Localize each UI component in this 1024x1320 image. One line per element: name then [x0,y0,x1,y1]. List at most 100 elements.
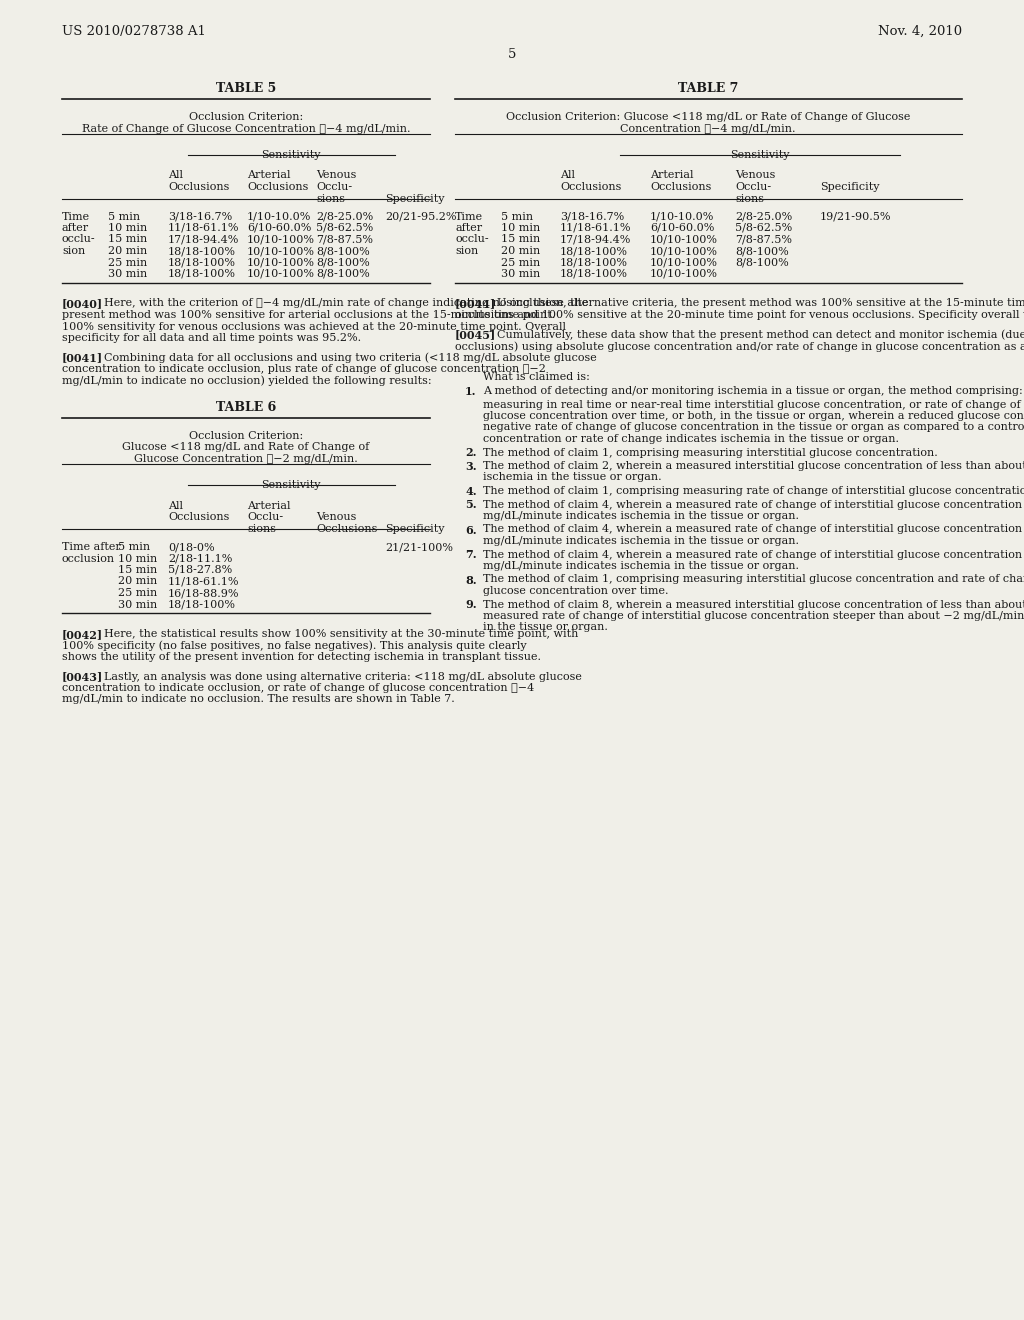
Text: 10/10-100%: 10/10-100% [247,257,315,268]
Text: 15 min: 15 min [118,565,158,576]
Text: US 2010/0278738 A1: US 2010/0278738 A1 [62,25,206,38]
Text: Occlusions: Occlusions [560,182,622,191]
Text: 19/21-90.5%: 19/21-90.5% [820,211,892,222]
Text: ischemia in the tissue or organ.: ischemia in the tissue or organ. [483,473,662,483]
Text: 25 min: 25 min [118,587,158,598]
Text: after: after [62,223,89,234]
Text: 10/10-100%: 10/10-100% [247,269,315,279]
Text: 17/18-94.4%: 17/18-94.4% [560,235,632,244]
Text: 20 min: 20 min [118,577,158,586]
Text: Combining data for all occlusions and using two criteria (<118 mg/dL absolute gl: Combining data for all occlusions and us… [104,352,597,363]
Text: Lastly, an analysis was done using alternative criteria: <118 mg/dL absolute glu: Lastly, an analysis was done using alter… [104,672,582,681]
Text: Time: Time [455,211,483,222]
Text: 11/18-61.1%: 11/18-61.1% [168,577,240,586]
Text: 1.: 1. [465,385,476,397]
Text: Arterial: Arterial [247,170,291,181]
Text: after: after [455,223,482,234]
Text: 5/8-62.5%: 5/8-62.5% [316,223,374,234]
Text: Time after: Time after [62,543,121,552]
Text: 0/18-0%: 0/18-0% [168,543,215,552]
Text: Rate of Change of Glucose Concentration ≦−4 mg/dL/min.: Rate of Change of Glucose Concentration … [82,124,411,133]
Text: 6/10-60.0%: 6/10-60.0% [650,223,715,234]
Text: All: All [168,170,183,181]
Text: sion: sion [62,246,85,256]
Text: 17/18-94.4%: 17/18-94.4% [168,235,240,244]
Text: 18/18-100%: 18/18-100% [168,246,236,256]
Text: A method of detecting and/or monitoring ischemia in a tissue or organ, the metho: A method of detecting and/or monitoring … [483,385,1023,396]
Text: [0044]: [0044] [455,298,497,309]
Text: 10 min: 10 min [118,553,158,564]
Text: occlusion: occlusion [62,553,115,564]
Text: [0045]: [0045] [455,330,497,341]
Text: The method of claim 2, wherein a measured interstitial glucose concentration of : The method of claim 2, wherein a measure… [483,461,1024,471]
Text: 20/21-95.2%: 20/21-95.2% [385,211,457,222]
Text: glucose concentration over time, or both, in the tissue or organ, wherein a redu: glucose concentration over time, or both… [483,411,1024,421]
Text: 6/10-60.0%: 6/10-60.0% [247,223,311,234]
Text: Occlusions: Occlusions [650,182,712,191]
Text: 8/8-100%: 8/8-100% [735,246,788,256]
Text: Occlu-: Occlu- [247,512,283,523]
Text: 30 min: 30 min [118,599,158,610]
Text: Time: Time [62,211,90,222]
Text: 25 min: 25 min [108,257,147,268]
Text: sions: sions [735,194,764,203]
Text: shows the utility of the present invention for detecting ischemia in transplant : shows the utility of the present inventi… [62,652,541,663]
Text: [0042]: [0042] [62,630,103,640]
Text: Occlusions: Occlusions [316,524,378,535]
Text: The method of claim 4, wherein a measured rate of change of interstitial glucose: The method of claim 4, wherein a measure… [483,499,1024,510]
Text: 20 min: 20 min [501,246,541,256]
Text: Concentration ≦−4 mg/dL/min.: Concentration ≦−4 mg/dL/min. [621,124,796,133]
Text: The method of claim 4, wherein a measured rate of change of interstitial glucose: The method of claim 4, wherein a measure… [483,524,1024,535]
Text: TABLE 6: TABLE 6 [216,401,276,414]
Text: 100% sensitivity for venous occlusions was achieved at the 20-minute time point.: 100% sensitivity for venous occlusions w… [62,322,566,331]
Text: 3.: 3. [465,461,476,473]
Text: Sensitivity: Sensitivity [730,149,790,160]
Text: 5: 5 [508,48,516,61]
Text: Glucose Concentration ≦−2 mg/dL/min.: Glucose Concentration ≦−2 mg/dL/min. [134,454,357,465]
Text: 18/18-100%: 18/18-100% [168,257,236,268]
Text: Occlusions: Occlusions [168,512,229,523]
Text: Occlu-: Occlu- [735,182,771,191]
Text: mg/dL/min to indicate no occlusion) yielded the following results:: mg/dL/min to indicate no occlusion) yiel… [62,375,432,385]
Text: concentration to indicate occlusion, or rate of change of glucose concentration : concentration to indicate occlusion, or … [62,682,535,693]
Text: Specificity: Specificity [385,194,444,203]
Text: glucose concentration over time.: glucose concentration over time. [483,586,669,597]
Text: Occlusions: Occlusions [247,182,308,191]
Text: TABLE 7: TABLE 7 [678,82,738,95]
Text: 18/18-100%: 18/18-100% [560,246,628,256]
Text: 8/8-100%: 8/8-100% [316,257,370,268]
Text: [0041]: [0041] [62,352,103,363]
Text: mg/dL/minute indicates ischemia in the tissue or organ.: mg/dL/minute indicates ischemia in the t… [483,561,799,572]
Text: The method of claim 8, wherein a measured interstitial glucose concentration of : The method of claim 8, wherein a measure… [483,599,1024,610]
Text: 5/18-27.8%: 5/18-27.8% [168,565,232,576]
Text: 11/18-61.1%: 11/18-61.1% [168,223,240,234]
Text: 10/10-100%: 10/10-100% [650,235,718,244]
Text: 7.: 7. [465,549,476,561]
Text: concentration to indicate occlusion, plus rate of change of glucose concentratio: concentration to indicate occlusion, plu… [62,364,546,374]
Text: The method of claim 1, comprising measuring interstitial glucose concentration.: The method of claim 1, comprising measur… [483,447,938,458]
Text: Glucose <118 mg/dL and Rate of Change of: Glucose <118 mg/dL and Rate of Change of [123,442,370,453]
Text: 100% specificity (no false positives, no false negatives). This analysis quite c: 100% specificity (no false positives, no… [62,640,526,651]
Text: Using these alternative criteria, the present method was 100% sensitive at the 1: Using these alternative criteria, the pr… [497,298,1024,309]
Text: 30 min: 30 min [108,269,147,279]
Text: sion: sion [455,246,478,256]
Text: Cumulatively, these data show that the present method can detect and monitor isc: Cumulatively, these data show that the p… [497,330,1024,341]
Text: 15 min: 15 min [501,235,541,244]
Text: Occlusion Criterion: Glucose <118 mg/dL or Rate of Change of Glucose: Occlusion Criterion: Glucose <118 mg/dL … [506,112,910,121]
Text: Occlusions: Occlusions [168,182,229,191]
Text: 18/18-100%: 18/18-100% [560,269,628,279]
Text: 7/8-87.5%: 7/8-87.5% [735,235,792,244]
Text: mg/dL/minute indicates ischemia in the tissue or organ.: mg/dL/minute indicates ischemia in the t… [483,511,799,521]
Text: 2/8-25.0%: 2/8-25.0% [735,211,793,222]
Text: 30 min: 30 min [501,269,541,279]
Text: 6.: 6. [465,524,476,536]
Text: negative rate of change of glucose concentration in the tissue or organ as compa: negative rate of change of glucose conce… [483,422,1024,433]
Text: 25 min: 25 min [501,257,541,268]
Text: The method of claim 1, comprising measuring interstitial glucose concentration a: The method of claim 1, comprising measur… [483,574,1024,585]
Text: 10/10-100%: 10/10-100% [247,235,315,244]
Text: 2/8-25.0%: 2/8-25.0% [316,211,374,222]
Text: sions: sions [247,524,276,535]
Text: All: All [560,170,575,181]
Text: 10/10-100%: 10/10-100% [650,269,718,279]
Text: Specificity: Specificity [385,524,444,535]
